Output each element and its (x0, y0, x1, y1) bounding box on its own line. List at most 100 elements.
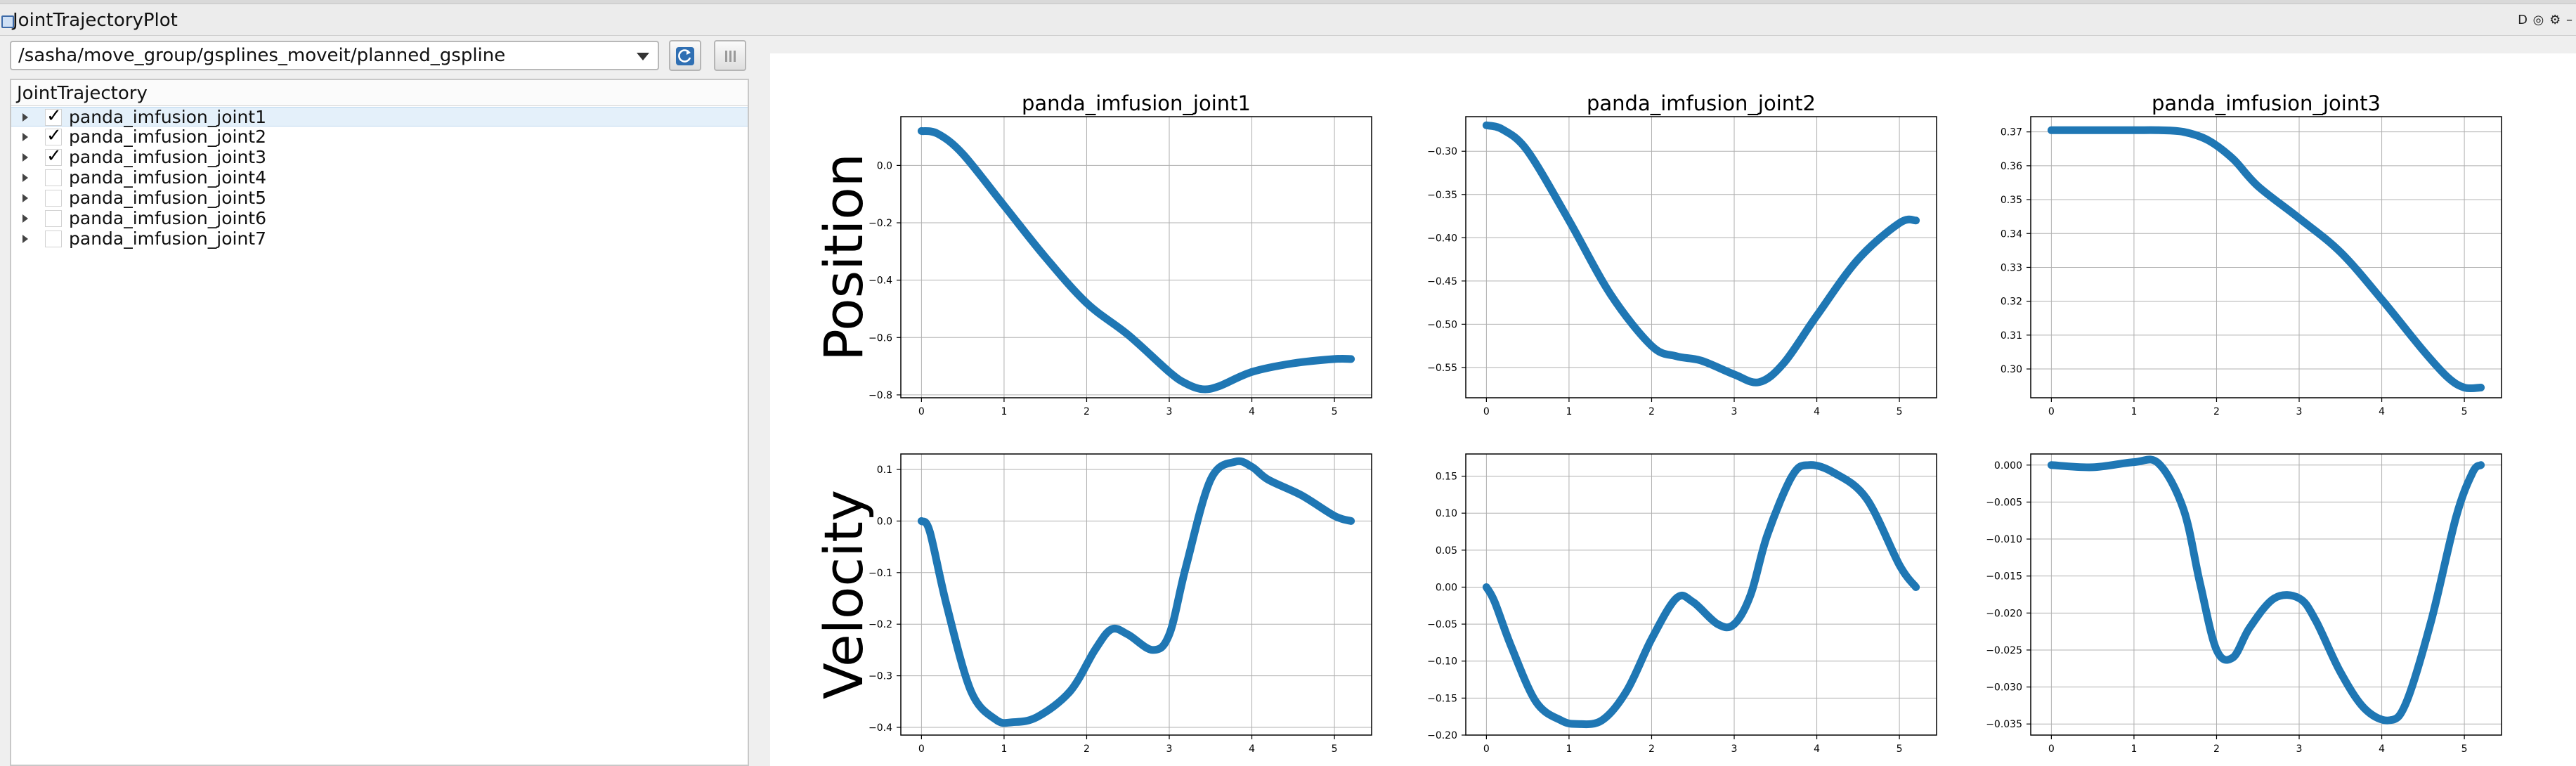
y-tick-label: −0.40 (1427, 233, 1457, 244)
tree-item-joint3[interactable]: ✓ panda_imfusion_joint3 (11, 147, 748, 167)
topic-select[interactable]: /sasha/move_group/gsplines_moveit/planne… (10, 41, 659, 70)
y-tick-label: 0.34 (2001, 228, 2022, 240)
axes-frame (1465, 116, 1937, 398)
x-tick-label: 0 (2048, 406, 2055, 417)
y-tick-label: −0.35 (1427, 190, 1457, 201)
expand-arrow-icon[interactable] (22, 214, 28, 223)
y-tick-label: 0.32 (2001, 297, 2022, 308)
y-tick-label: 0.000 (1994, 460, 2022, 472)
y-tick-label: 0.37 (2001, 127, 2022, 138)
y-tick-label: −0.020 (1986, 608, 2022, 619)
x-tick-label: 4 (1814, 406, 1820, 417)
y-tick-label: 0.0 (877, 516, 892, 527)
tree-item-joint6[interactable]: panda_imfusion_joint6 (11, 209, 748, 228)
y-tick-label: 0.10 (1436, 508, 1457, 519)
reload-icon[interactable]: ◎ (2532, 13, 2545, 27)
topic-select-value: /sasha/move_group/gsplines_moveit/planne… (18, 45, 506, 66)
expand-arrow-icon[interactable] (22, 133, 28, 141)
refresh-button[interactable] (669, 40, 701, 71)
x-tick-label: 4 (1249, 406, 1255, 417)
y-tick-label: −0.025 (1986, 645, 2022, 656)
y-tick-label: −0.55 (1427, 363, 1457, 374)
window-controls[interactable]: D ◎ ⚙ – (2518, 13, 2573, 27)
tree-item-joint5[interactable]: panda_imfusion_joint5 (11, 188, 748, 208)
x-tick-label: 0 (2048, 744, 2055, 755)
y-tick-label: 0.15 (1436, 472, 1457, 483)
x-tick-label: 4 (1814, 744, 1820, 755)
y-tick-label: −0.15 (1427, 693, 1457, 704)
x-tick-label: 5 (2461, 744, 2468, 755)
y-tick-label: 0.33 (2001, 262, 2022, 273)
x-tick-label: 4 (1249, 744, 1255, 755)
axes-frame (2030, 116, 2502, 398)
expand-arrow-icon[interactable] (22, 194, 28, 202)
expand-arrow-icon[interactable] (22, 153, 28, 162)
tree-item-label: panda_imfusion_joint5 (69, 188, 267, 208)
tree-item-joint2[interactable]: ✓ panda_imfusion_joint2 (11, 125, 748, 147)
x-tick-label: 0 (918, 406, 925, 417)
x-tick-label: 3 (2296, 744, 2303, 755)
joint-tree[interactable]: JointTrajectory ✓ panda_imfusion_joint1 … (10, 79, 749, 766)
expand-arrow-icon[interactable] (22, 174, 28, 182)
chart-4: 0 1 2 3 4 5 −0.4 −0.3 −0.2 −0.1 0.0 0.1 Velocity (812, 453, 1372, 755)
axes-frame (2030, 453, 2502, 736)
x-tick-label: 2 (1084, 406, 1090, 417)
joint3-checkbox[interactable]: ✓ (45, 147, 62, 166)
chevron-down-icon[interactable] (637, 53, 649, 60)
chart-5: 0 1 2 3 4 5 −0.20 −0.15 −0.10 −0.05 0.00 0.05 0.10 0.… (1427, 453, 1937, 755)
y-tick-label: −0.30 (1427, 146, 1457, 157)
y-tick-label: 0.05 (1436, 545, 1457, 557)
x-tick-label: 1 (1001, 744, 1007, 755)
chart-6: 0 1 2 3 4 5 −0.035 −0.030 −0.025 −0.020 −0.015 −0.0… (1986, 453, 2502, 755)
x-tick-label: 3 (1731, 744, 1738, 755)
pause-icon (725, 51, 736, 62)
window-top-strip (0, 0, 2576, 4)
x-tick-label: 5 (1897, 406, 1903, 417)
axes-frame (1465, 453, 1937, 736)
x-tick-label: 5 (1332, 406, 1338, 417)
joint5-checkbox[interactable] (45, 190, 62, 207)
tree-item-label: panda_imfusion_joint3 (69, 147, 267, 167)
tree-item-label: panda_imfusion_joint4 (69, 167, 267, 188)
x-tick-label: 1 (2131, 406, 2137, 417)
expand-arrow-icon[interactable] (22, 113, 28, 122)
tree-header-label: JointTrajectory (17, 83, 148, 104)
joint2-checkbox[interactable]: ✓ (45, 125, 62, 146)
y-tick-label: −0.05 (1427, 619, 1457, 630)
x-tick-label: 2 (1084, 744, 1090, 755)
window-title: JointTrajectoryPlot (13, 10, 178, 31)
pause-button[interactable] (714, 40, 746, 71)
joint1-checkbox[interactable]: ✓ (45, 105, 62, 126)
tree-item-label: panda_imfusion_joint1 (69, 107, 267, 127)
tree-item-joint1[interactable]: ✓ panda_imfusion_joint1 (11, 105, 748, 127)
minimize-icon[interactable]: – (2566, 13, 2573, 27)
joint4-checkbox[interactable] (45, 169, 62, 186)
y-tick-label: −0.035 (1986, 719, 2022, 730)
y-tick-label: 0.36 (2001, 161, 2022, 172)
expand-arrow-icon[interactable] (22, 235, 28, 243)
y-tick-label: −0.10 (1427, 656, 1457, 668)
series-line (917, 457, 1355, 727)
axes-frame (900, 453, 1372, 736)
x-tick-label: 3 (1166, 744, 1173, 755)
y-tick-label: −0.010 (1986, 534, 2022, 545)
check-icon: ✓ (46, 105, 62, 126)
options-icon[interactable]: ⚙ (2549, 13, 2562, 27)
series-line (2047, 455, 2485, 725)
joint7-checkbox[interactable] (45, 231, 62, 247)
tree-item-joint4[interactable]: panda_imfusion_joint4 (11, 168, 748, 188)
refresh-icon (676, 47, 694, 65)
x-tick-label: 3 (1731, 406, 1738, 417)
y-tick-label: −0.4 (869, 275, 892, 287)
plot-canvas[interactable]: 0 1 2 3 4 5 −0.8 −0.6 −0.4 −0.2 0.0 panda_imfusion_… (770, 53, 2576, 766)
y-tick-label: −0.8 (869, 390, 892, 401)
check-icon: ✓ (46, 125, 62, 146)
chart-3: 0 1 2 3 4 5 0.30 0.31 0.32 0.33 0.34 0.35 0.36 0.37 pa… (2001, 91, 2502, 417)
tree-item-joint7[interactable]: panda_imfusion_joint7 (11, 229, 748, 249)
joint6-checkbox[interactable] (45, 210, 62, 227)
y-tick-label: 0.1 (877, 465, 892, 476)
y-tick-label: −0.20 (1427, 730, 1457, 741)
y-tick-label: −0.2 (869, 218, 892, 229)
help-icon[interactable]: D (2518, 13, 2528, 27)
chart-title: panda_imfusion_joint3 (2152, 91, 2381, 115)
